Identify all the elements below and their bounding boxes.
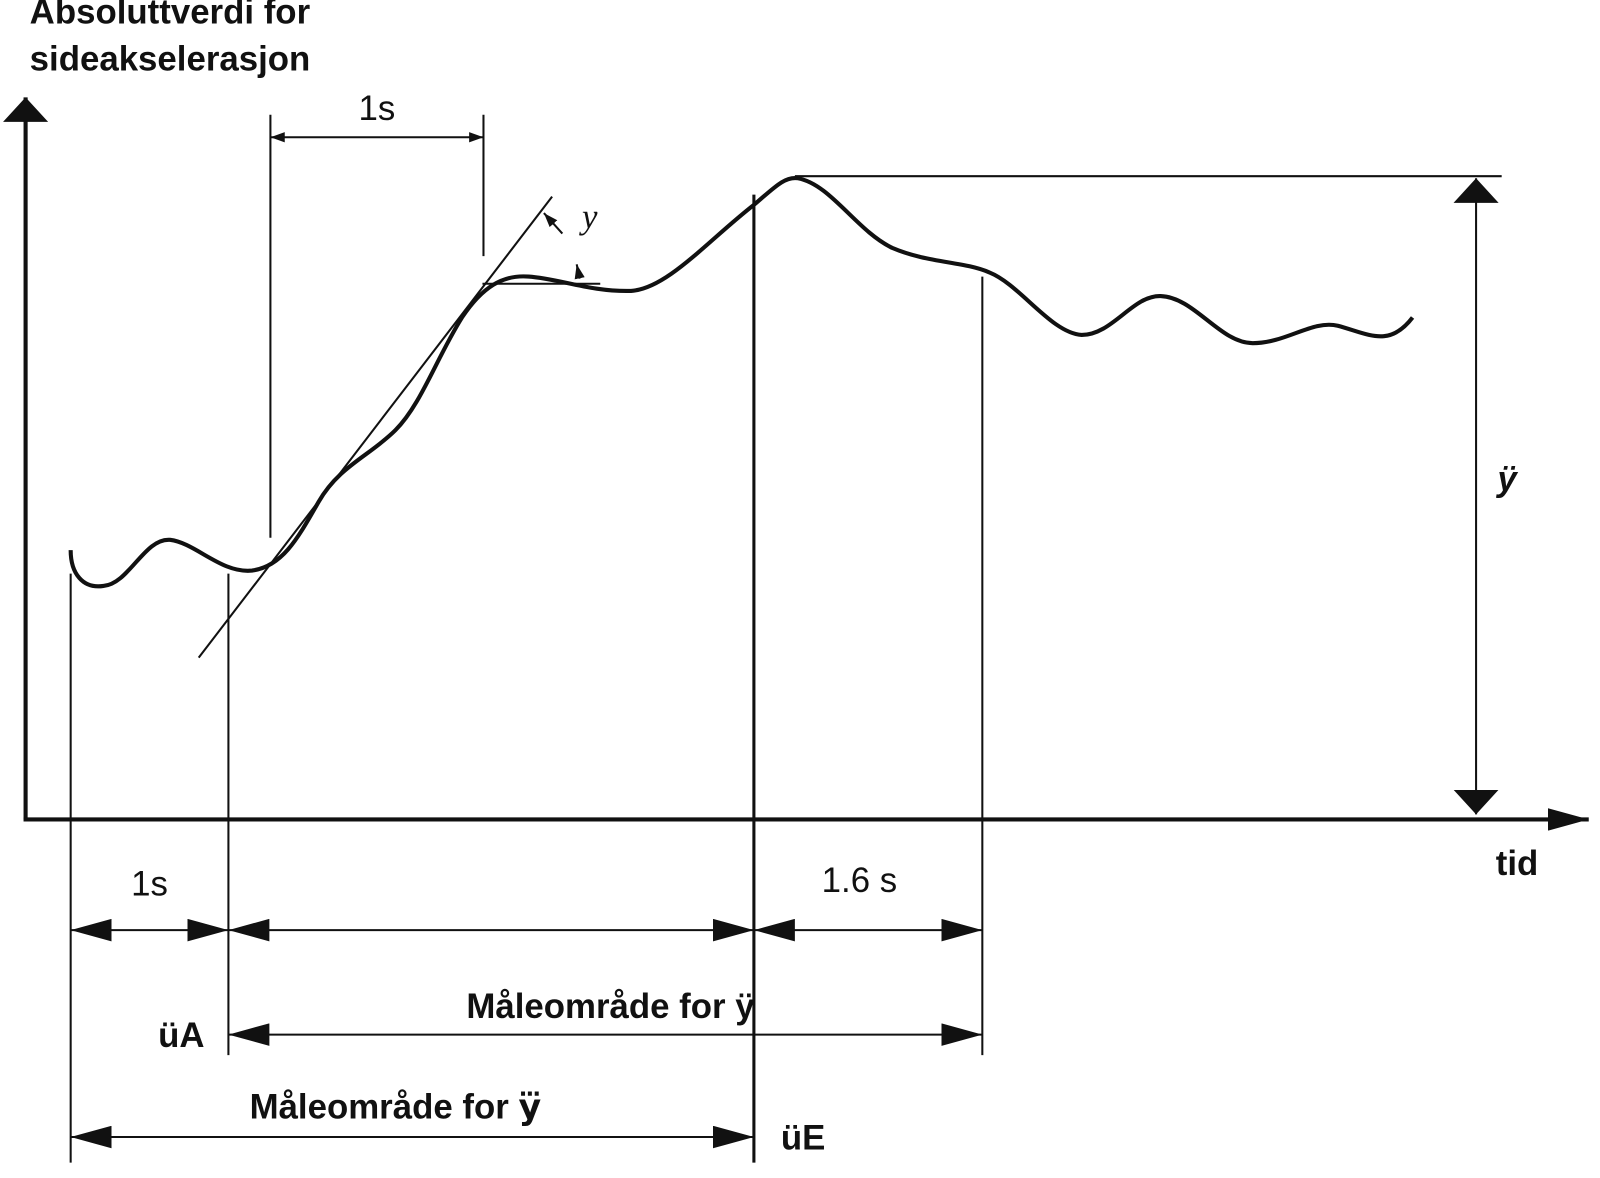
range-label: Måleområde for ÿ xyxy=(466,987,755,1026)
y-axis-label: sideakselerasjon xyxy=(30,40,311,79)
jerk-symbol: y⃛ xyxy=(579,197,625,236)
interval-label: 1s xyxy=(359,89,396,128)
marker-label: üA xyxy=(158,1016,204,1055)
x-axis-label: tid xyxy=(1496,844,1539,883)
construction-lines xyxy=(69,114,1502,1163)
interval-label: 1.6 s xyxy=(822,861,897,900)
range-label: Måleområde for y⃛ xyxy=(250,1088,542,1127)
y-axis-label: Absoluttverdi for xyxy=(30,0,311,32)
peak-symbol: ÿ xyxy=(1495,460,1519,499)
axes xyxy=(3,97,1589,831)
acceleration-curve xyxy=(68,176,1415,589)
interval-label: 1s xyxy=(131,864,168,903)
marker-label: üE xyxy=(781,1118,826,1157)
